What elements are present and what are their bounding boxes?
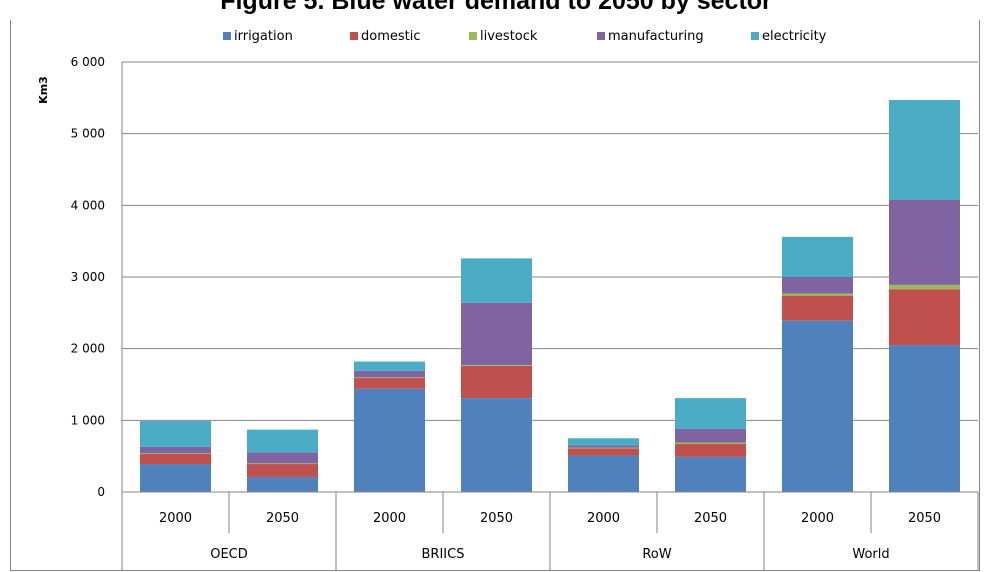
bar-segment-domestic (568, 448, 639, 456)
legend-label-domestic: domestic (361, 29, 421, 44)
group-label: BRIICS (422, 547, 465, 562)
y-tick-label: 3 000 (71, 270, 105, 284)
bar-segment-manufacturing (140, 446, 211, 454)
x-tick-label: 2000 (587, 511, 620, 526)
bar-segment-irrigation (889, 345, 960, 492)
chart-frame (10, 20, 980, 571)
bar-segment-irrigation (675, 456, 746, 492)
y-tick-label: 5 000 (71, 127, 105, 141)
bar-segment-domestic (782, 295, 853, 321)
legend-label-manufacturing: manufacturing (608, 29, 704, 44)
figure-title: Figure 5. Blue water demand to 2050 by s… (220, 0, 772, 15)
bar-segment-irrigation (354, 388, 425, 492)
y-axis-label: Km3 (37, 76, 50, 104)
bar-segment-manufacturing (461, 302, 532, 366)
bar-segment-livestock (461, 365, 532, 366)
bar-segment-electricity (675, 398, 746, 429)
bar-segment-domestic (889, 289, 960, 346)
legend-swatch-livestock (469, 32, 477, 40)
legend-swatch-manufacturing (597, 32, 605, 40)
bar-segment-irrigation (247, 476, 318, 492)
legend-swatch-irrigation (223, 32, 231, 40)
bar-segment-electricity (889, 99, 960, 200)
bar-segment-livestock (889, 284, 960, 290)
bar-segment-livestock (782, 293, 853, 296)
bar-segment-irrigation (782, 320, 853, 492)
bar-segment-livestock (354, 377, 425, 379)
bar-segment-irrigation (140, 464, 211, 492)
bar-segment-domestic (675, 443, 746, 457)
bar-segment-manufacturing (247, 452, 318, 464)
bar-segment-electricity (461, 258, 532, 303)
bar-segment-electricity (568, 438, 639, 446)
bar-segment-electricity (782, 236, 853, 277)
bar-segment-electricity (140, 421, 211, 447)
x-tick-label: 2050 (908, 511, 941, 526)
legend-label-irrigation: irrigation (234, 29, 293, 44)
x-tick-label: 2050 (694, 511, 727, 526)
bar-segment-electricity (247, 429, 318, 453)
bar-segment-domestic (140, 454, 211, 465)
bar-segment-manufacturing (889, 199, 960, 285)
x-tick-label: 2000 (801, 511, 834, 526)
bar-segment-manufacturing (782, 277, 853, 294)
x-tick-label: 2000 (373, 511, 406, 526)
bar-segment-irrigation (461, 398, 532, 492)
legend-swatch-domestic (350, 32, 358, 40)
bar-segment-irrigation (568, 455, 639, 492)
legend-label-electricity: electricity (762, 29, 827, 44)
bar-segment-livestock (247, 463, 318, 465)
y-tick-label: 2 000 (71, 342, 105, 356)
bar-segment-manufacturing (354, 370, 425, 378)
y-tick-label: 1 000 (71, 413, 105, 427)
x-tick-label: 2050 (266, 511, 299, 526)
bar-segment-domestic (354, 378, 425, 389)
legend-swatch-electricity (751, 32, 759, 40)
bar-segment-domestic (461, 365, 532, 399)
bar-segment-domestic (247, 464, 318, 477)
bar-segment-manufacturing (675, 428, 746, 443)
group-label: OECD (210, 547, 248, 562)
group-label: World (852, 547, 889, 562)
bar-segment-electricity (354, 361, 425, 371)
group-label: RoW (642, 547, 671, 562)
x-tick-label: 2050 (480, 511, 513, 526)
x-tick-label: 2000 (159, 511, 192, 526)
bar-segment-livestock (140, 453, 211, 455)
legend-label-livestock: livestock (480, 29, 538, 44)
bar-segment-livestock (675, 442, 746, 444)
y-tick-label: 4 000 (71, 198, 105, 212)
y-tick-label: 6 000 (71, 55, 105, 69)
bar-segment-manufacturing (568, 445, 639, 448)
bar-segment-livestock (568, 447, 639, 449)
y-tick-label: 0 (97, 485, 105, 499)
